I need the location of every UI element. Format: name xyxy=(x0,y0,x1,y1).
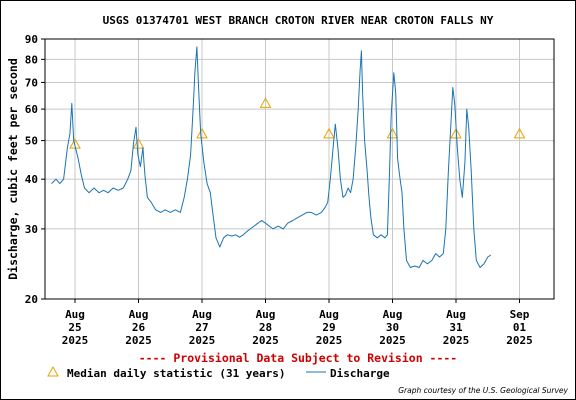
x-tick-label: 2025 xyxy=(252,334,279,347)
y-tick-label: 20 xyxy=(25,293,38,306)
y-tick-labels: 20 30 40 50 60 70 80 90 xyxy=(25,33,38,306)
plot-area-border xyxy=(44,38,555,300)
legend-median-label: Median daily statistic (31 years) xyxy=(67,367,286,380)
x-tick-label: 2025 xyxy=(189,334,216,347)
x-tick-label: Aug xyxy=(383,308,403,321)
x-tick-label: 27 xyxy=(195,321,208,334)
x-tick-label: 2025 xyxy=(125,334,152,347)
provisional-note: ---- Provisional Data Subject to Revisio… xyxy=(139,351,458,365)
y-tick-label: 80 xyxy=(25,53,38,66)
x-tick-label: 28 xyxy=(259,321,272,334)
usgs-credit: Graph courtesy of the U.S. Geological Su… xyxy=(398,386,568,395)
legend-median-marker xyxy=(47,365,59,377)
discharge-series-line xyxy=(51,46,492,268)
x-tick-label: 30 xyxy=(386,321,399,334)
x-tick-label: Aug xyxy=(192,308,212,321)
x-tick-label: 2025 xyxy=(506,334,533,347)
median-marker xyxy=(132,138,145,149)
y-tick-label: 30 xyxy=(25,223,38,236)
x-tick-label: 25 xyxy=(68,321,81,334)
series-layer xyxy=(51,46,492,268)
y-tick-label: 70 xyxy=(25,76,38,89)
x-tick-label: 2025 xyxy=(62,334,89,347)
y-tick-label: 40 xyxy=(25,173,38,186)
chart-title: USGS 01374701 WEST BRANCH CROTON RIVER N… xyxy=(103,14,494,27)
grid-layer xyxy=(41,38,554,303)
x-tick-label: Aug xyxy=(256,308,276,321)
x-tick-label: 2025 xyxy=(316,334,343,347)
median-marker xyxy=(386,127,399,139)
x-tick-label: 26 xyxy=(132,321,146,334)
median-marker xyxy=(69,138,81,149)
legend-discharge-label: Discharge xyxy=(330,367,390,380)
x-tick-label: Aug xyxy=(129,308,149,321)
x-tick-label: 2025 xyxy=(443,334,470,347)
x-tick-label: 2025 xyxy=(379,334,406,347)
x-tick-label: 31 xyxy=(449,321,463,334)
y-tick-label: 50 xyxy=(25,135,38,148)
median-marker xyxy=(323,127,335,139)
x-tick-label: 01 xyxy=(513,321,527,334)
x-tick-label: Aug xyxy=(446,308,466,321)
y-tick-label: 60 xyxy=(25,103,38,116)
x-tick-label: 29 xyxy=(322,321,335,334)
median-marker xyxy=(450,127,462,139)
y-axis-label: Discharge, cubic feet per second xyxy=(6,58,20,280)
median-marker xyxy=(196,127,208,139)
median-layer xyxy=(69,97,526,149)
x-tick-labels: Aug252025Aug262025Aug272025Aug282025Aug2… xyxy=(62,308,533,347)
x-tick-label: Aug xyxy=(319,308,339,321)
x-tick-label: Sep xyxy=(510,308,530,321)
median-marker xyxy=(259,97,272,108)
median-marker xyxy=(513,127,526,139)
x-tick-label: Aug xyxy=(65,308,85,321)
legend: Median daily statistic (31 years) Discha… xyxy=(47,365,390,380)
y-tick-label: 90 xyxy=(25,33,38,46)
